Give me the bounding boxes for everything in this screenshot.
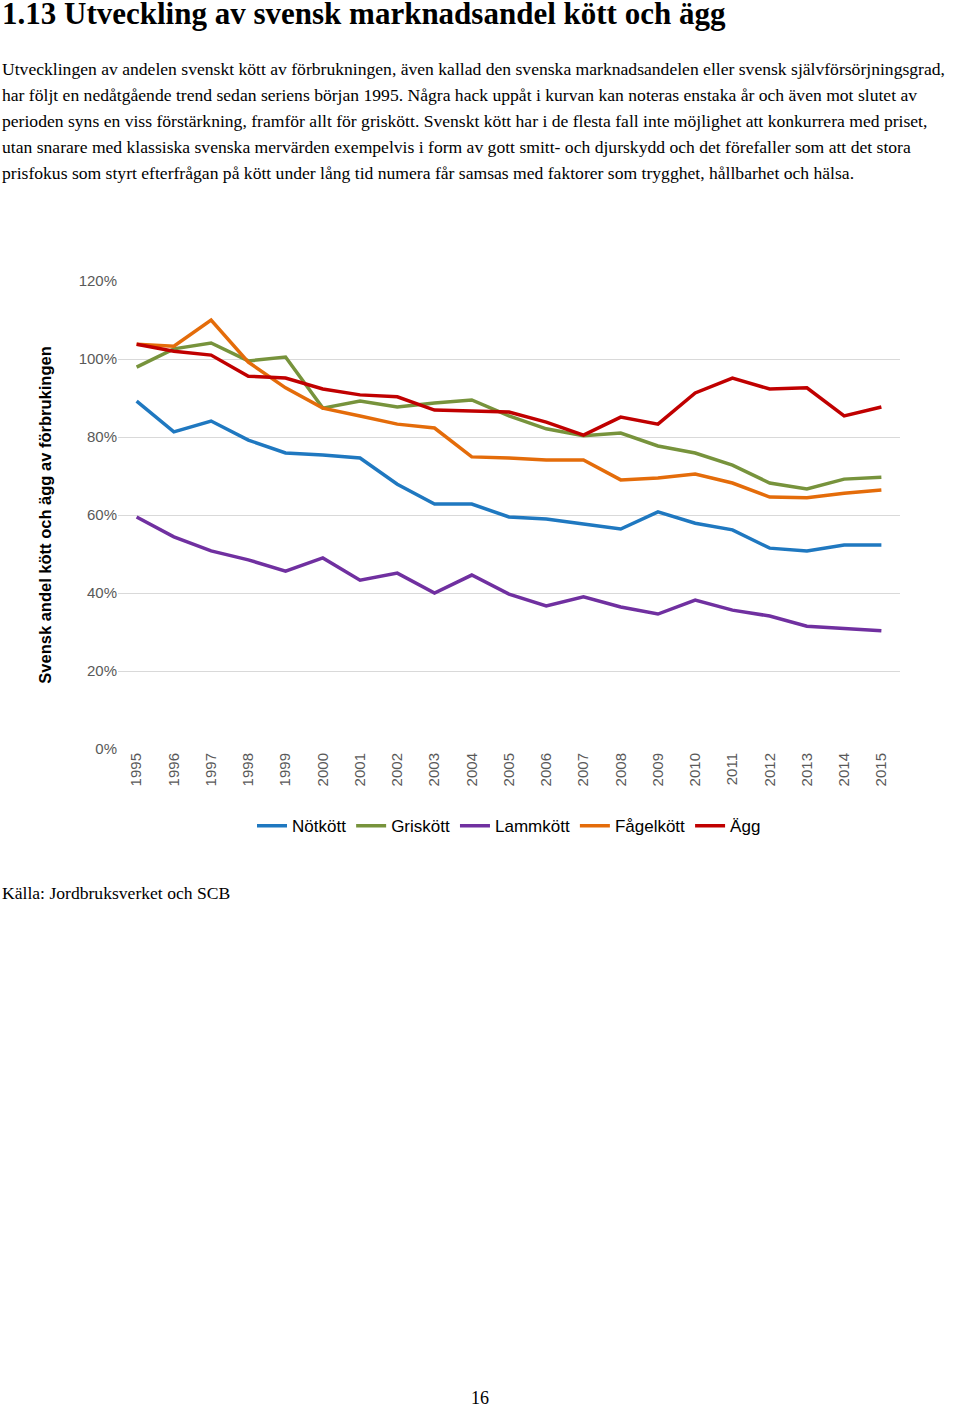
svg-text:1996: 1996 [165, 753, 182, 786]
svg-text:1998: 1998 [239, 753, 256, 786]
svg-text:2000: 2000 [314, 753, 331, 786]
svg-text:2011: 2011 [723, 753, 740, 785]
svg-text:2014: 2014 [835, 753, 852, 786]
svg-text:Ägg: Ägg [730, 817, 760, 836]
svg-text:120%: 120% [79, 272, 117, 289]
svg-text:100%: 100% [79, 350, 117, 367]
svg-text:Nötkött: Nötkött [292, 817, 346, 836]
svg-text:2012: 2012 [761, 753, 778, 786]
svg-text:1997: 1997 [202, 753, 219, 786]
svg-text:2002: 2002 [388, 753, 405, 786]
svg-text:2013: 2013 [798, 753, 815, 786]
svg-text:2004: 2004 [463, 753, 480, 786]
svg-text:2008: 2008 [612, 753, 629, 786]
svg-text:2009: 2009 [649, 753, 666, 786]
svg-text:2005: 2005 [500, 753, 517, 786]
svg-text:60%: 60% [87, 506, 117, 523]
svg-text:Svensk andel kött och ägg av f: Svensk andel kött och ägg av förbrukinge… [36, 346, 54, 683]
svg-text:2006: 2006 [537, 753, 554, 786]
svg-text:2007: 2007 [574, 753, 591, 786]
svg-text:Lammkött: Lammkött [495, 817, 570, 836]
html-text:Utvecklingen av andelen svensk: Utvecklingen av andelen svenskt kött av … [2, 59, 945, 183]
html-text:Källa: Jordbruksverket och SCB: Källa: Jordbruksverket och SCB [2, 883, 231, 903]
svg-text:80%: 80% [87, 428, 117, 445]
svg-text:1995: 1995 [127, 753, 144, 786]
svg-text:2001: 2001 [351, 753, 368, 786]
svg-text:2010: 2010 [686, 753, 703, 786]
svg-text:2015: 2015 [872, 753, 889, 786]
svg-text:40%: 40% [87, 584, 117, 601]
svg-text:0%: 0% [95, 740, 117, 757]
html-text:16: 16 [471, 1388, 489, 1408]
svg-text:Fågelkött: Fågelkött [615, 817, 685, 836]
svg-text:Griskött: Griskött [391, 817, 450, 836]
svg-text:2003: 2003 [425, 753, 442, 786]
svg-text:20%: 20% [87, 662, 117, 679]
svg-text:1999: 1999 [276, 753, 293, 786]
